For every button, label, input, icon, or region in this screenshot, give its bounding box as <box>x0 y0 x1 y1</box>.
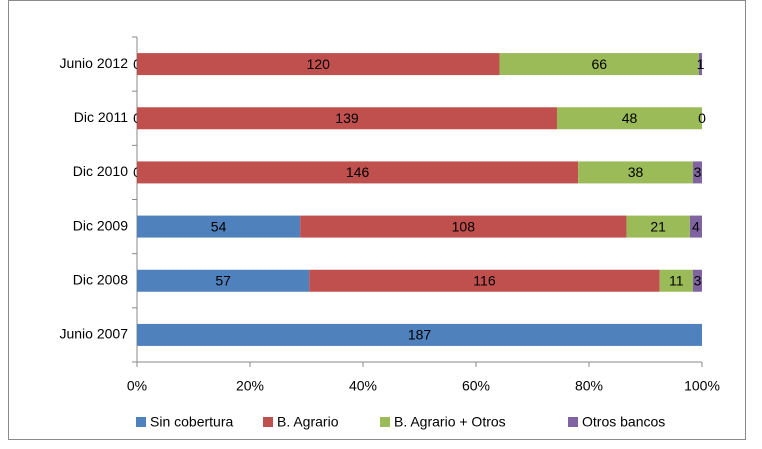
data-label: 108 <box>452 218 476 234</box>
bar-segment <box>137 215 301 238</box>
y-tick-label: Dic 2009 <box>73 217 128 233</box>
data-label: 66 <box>591 56 607 72</box>
legend-swatch <box>380 417 390 427</box>
legend-swatch <box>568 417 578 427</box>
bar-segment <box>137 53 500 76</box>
bar-segment <box>692 269 702 292</box>
data-label: 38 <box>628 164 644 180</box>
bar-segment <box>626 215 690 238</box>
x-tick-label: 0% <box>127 378 147 394</box>
data-label: 1 <box>697 56 705 72</box>
data-label: 11 <box>669 272 684 288</box>
data-label: 120 <box>307 56 331 72</box>
data-label: 187 <box>408 327 432 343</box>
x-tick-label: 80% <box>575 378 603 394</box>
legend-label: B. Agrario <box>277 414 339 430</box>
x-tick-label: 100% <box>684 378 720 394</box>
data-label: 3 <box>694 164 702 180</box>
legend-swatch <box>263 417 273 427</box>
data-label: 146 <box>346 164 370 180</box>
data-label: 139 <box>335 110 359 126</box>
bar-segment <box>692 161 702 184</box>
y-tick-label: Junio 2012 <box>59 55 128 71</box>
y-tick-label: Dic 2010 <box>73 163 128 179</box>
y-tick-label: Junio 2007 <box>59 326 128 342</box>
bar-segment <box>659 269 693 292</box>
y-tick-label: Dic 2011 <box>74 109 128 125</box>
y-tick-label: Dic 2008 <box>73 271 128 287</box>
bar-segment <box>300 215 627 238</box>
x-tick-label: 60% <box>462 378 490 394</box>
data-label: 0 <box>698 110 706 126</box>
legend-label: Sin cobertura <box>150 414 233 430</box>
x-tick-label: 40% <box>349 378 377 394</box>
data-label: 3 <box>694 272 702 288</box>
bar-segment <box>137 161 579 184</box>
legend-swatch <box>136 417 146 427</box>
bar-segment <box>309 269 660 292</box>
legend-label: Otros bancos <box>582 414 665 430</box>
data-label: 116 <box>473 272 496 288</box>
legend-label: B. Agrario + Otros <box>394 414 506 430</box>
x-tick-label: 20% <box>236 378 264 394</box>
bar-segment <box>556 107 702 130</box>
data-label: 57 <box>215 272 231 288</box>
bar-segment <box>698 53 702 76</box>
bar-segment <box>137 269 310 292</box>
bar-segment <box>137 323 702 346</box>
data-label: 48 <box>622 110 638 126</box>
data-label: 21 <box>650 218 666 234</box>
bar-segment <box>578 161 693 184</box>
bar-segment <box>137 107 557 130</box>
data-label: 54 <box>211 218 227 234</box>
bar-segment <box>689 215 702 238</box>
bar-segment <box>499 53 699 76</box>
data-label: 4 <box>692 218 700 234</box>
